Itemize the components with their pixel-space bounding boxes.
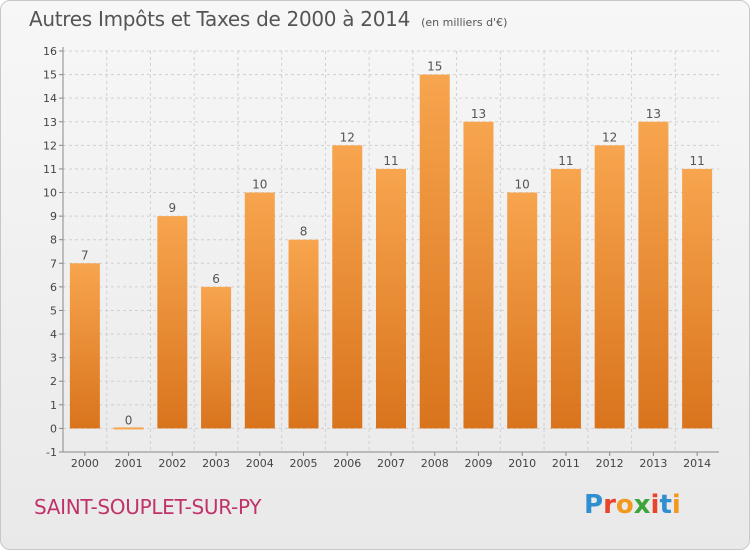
bar-2001 xyxy=(113,427,144,430)
y-tick-label: 7 xyxy=(50,257,57,270)
x-tick-label-2001: 2001 xyxy=(115,457,143,470)
logo-letter: o xyxy=(615,490,634,520)
value-label-2005: 8 xyxy=(300,225,308,239)
value-label-2010: 10 xyxy=(515,178,530,192)
x-tick-label-2010: 2010 xyxy=(508,457,536,470)
y-tick-label: 10 xyxy=(43,187,57,200)
bar-2013 xyxy=(638,121,669,429)
logo-letter: t xyxy=(659,490,672,520)
value-label-2001: 0 xyxy=(125,413,133,427)
chart-unit: (en milliers d'€) xyxy=(421,16,508,29)
y-tick-label: 13 xyxy=(43,116,57,129)
value-label-2009: 13 xyxy=(471,107,486,121)
bar-2008 xyxy=(419,74,450,429)
commune-name: SAINT-SOUPLET-SUR-PY xyxy=(34,495,262,519)
y-tick-label: 6 xyxy=(50,281,57,294)
value-label-2004: 10 xyxy=(252,178,267,192)
bar-2012 xyxy=(594,145,625,429)
chart-title: Autres Impôts et Taxes de 2000 à 2014 xyxy=(29,7,410,31)
logo-letter: i xyxy=(671,490,681,520)
x-tick-label-2006: 2006 xyxy=(333,457,361,470)
logo-letter: r xyxy=(603,490,616,520)
y-tick-label: -1 xyxy=(46,446,57,459)
x-tick-label-2000: 2000 xyxy=(71,457,99,470)
x-tick-label-2005: 2005 xyxy=(290,457,318,470)
bar-2007 xyxy=(376,168,406,429)
x-tick-label-2014: 2014 xyxy=(683,457,711,470)
y-tick-label: 0 xyxy=(50,422,57,435)
y-tick-label: 11 xyxy=(43,163,57,176)
bar-2006 xyxy=(332,145,363,429)
logo-letter: x xyxy=(633,490,651,520)
x-tick-label-2008: 2008 xyxy=(421,457,449,470)
proxiti-logo[interactable]: Proxiti xyxy=(584,490,681,520)
bar-layer xyxy=(69,74,713,430)
x-tick-label-2002: 2002 xyxy=(158,457,186,470)
chart-title-block: Autres Impôts et Taxes de 2000 à 2014 (e… xyxy=(29,7,507,31)
bar-2014 xyxy=(682,168,713,429)
y-tick-label: 14 xyxy=(43,92,57,105)
value-label-2008: 15 xyxy=(427,60,442,74)
value-label-2013: 13 xyxy=(646,107,661,121)
y-tick-label: 16 xyxy=(43,45,57,58)
value-label-2012: 12 xyxy=(602,130,617,144)
y-tick-label: 8 xyxy=(50,234,57,247)
x-tick-label-2003: 2003 xyxy=(202,457,230,470)
x-tick-label-2013: 2013 xyxy=(639,457,667,470)
x-tick-label-2007: 2007 xyxy=(377,457,405,470)
label-layer: 7 0 9 6 10 8 12 11 15 13 10 11 12 13 11 xyxy=(81,60,705,428)
x-tick-label-2009: 2009 xyxy=(464,457,492,470)
y-tick-label: 15 xyxy=(43,69,57,82)
x-tick-label-2004: 2004 xyxy=(246,457,274,470)
value-label-2006: 12 xyxy=(340,130,355,144)
value-label-2014: 11 xyxy=(689,154,704,168)
y-tick-label: 1 xyxy=(50,399,57,412)
y-tick-label: 2 xyxy=(50,375,57,388)
y-tick-label: 3 xyxy=(50,352,57,365)
value-label-2011: 11 xyxy=(558,154,573,168)
y-tick-label: 12 xyxy=(43,139,57,152)
y-tick-label: 9 xyxy=(50,210,57,223)
value-label-2002: 9 xyxy=(169,201,177,215)
bar-2011 xyxy=(550,168,581,429)
value-label-2007: 11 xyxy=(383,154,398,168)
bar-2003 xyxy=(201,286,232,429)
bar-2005 xyxy=(288,239,319,429)
bar-2000 xyxy=(69,263,100,429)
bar-2002 xyxy=(157,216,188,429)
bar-2009 xyxy=(463,121,494,429)
value-label-2003: 6 xyxy=(212,272,220,286)
y-tick-label: 4 xyxy=(50,328,57,341)
bar-2004 xyxy=(244,192,275,429)
y-tick-label: 5 xyxy=(50,304,57,317)
x-tick-label-2011: 2011 xyxy=(552,457,580,470)
x-tick-label-2012: 2012 xyxy=(596,457,624,470)
logo-letter: i xyxy=(650,490,660,520)
logo-letter: P xyxy=(584,490,604,520)
bar-2010 xyxy=(507,192,538,429)
value-label-2000: 7 xyxy=(81,248,89,262)
